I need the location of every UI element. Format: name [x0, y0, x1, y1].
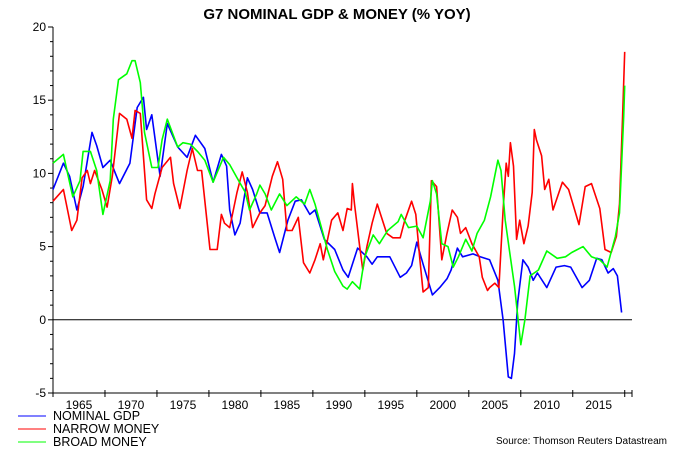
- series-line-nominal-gdp: [52, 96, 623, 380]
- source-note: Source: Thomson Reuters Datastream: [496, 436, 667, 447]
- x-tick-label: 1975: [170, 398, 197, 412]
- x-tick-label: 1995: [377, 398, 404, 412]
- x-tick-label: 1990: [326, 398, 353, 412]
- x-tick-label: 2005: [481, 398, 508, 412]
- series-line-narrow-money: [52, 51, 626, 293]
- x-tick-label: 1965: [66, 398, 93, 412]
- legend-label-broad-money: BROAD MONEY: [53, 435, 147, 449]
- x-tick-label: 1985: [274, 398, 301, 412]
- y-tick-label: 15: [33, 93, 47, 107]
- legend-label-narrow-money: NARROW MONEY: [53, 422, 160, 436]
- x-tick-label: 1980: [222, 398, 249, 412]
- y-tick-label: -5: [35, 386, 46, 400]
- x-tick-label: 2010: [533, 398, 560, 412]
- y-tick-label: 5: [39, 240, 46, 254]
- x-tick-label: 2000: [429, 398, 456, 412]
- y-tick-label: 0: [39, 313, 46, 327]
- x-tick-label: 2015: [585, 398, 612, 412]
- legend-label-nominal-gdp: NOMINAL GDP: [53, 409, 140, 423]
- x-tick-label: 1970: [118, 398, 145, 412]
- series-group: [52, 51, 626, 380]
- legend: NOMINAL GDP NARROW MONEY BROAD MONEY: [18, 409, 160, 449]
- y-tick-label: 20: [33, 20, 47, 34]
- y-tick-label: 10: [33, 166, 47, 180]
- chart-title: G7 NOMINAL GDP & MONEY (% YOY): [203, 6, 470, 23]
- series-line-broad-money: [52, 59, 626, 346]
